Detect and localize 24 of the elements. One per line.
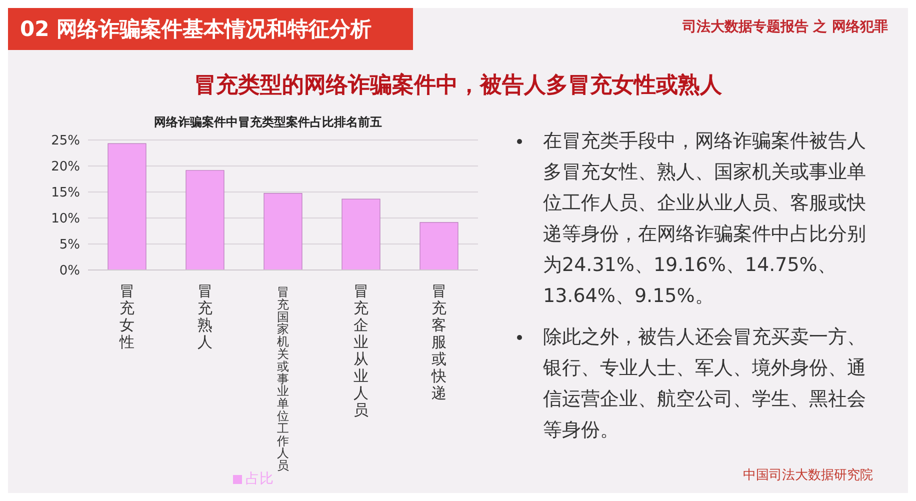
bar (342, 198, 380, 270)
category-label: 冒充国家机关或事业单位工作人员 (277, 285, 289, 473)
y-tick-label: 25% (51, 134, 80, 149)
text: 司法大数据专题报告 之 网络犯罪 (682, 18, 888, 36)
y-tick-label: 5% (59, 238, 80, 253)
x-tick-label: 冒充企业从业人员 (354, 282, 368, 419)
text: 02 网络诈骗案件基本情况和特征分析 (8, 8, 413, 50)
x-tick-label: 冒充熟人 (198, 282, 212, 351)
chart-subtitle: 冒充类型的网络诈骗案件中，被告人多冒充女性或熟人 (193, 72, 723, 100)
x-tick-label: 冒充客服或快递 (430, 282, 446, 402)
legend-label: 占比 (246, 471, 274, 487)
bar (186, 170, 224, 270)
bar (108, 143, 146, 270)
y-tick-label: 15% (51, 186, 80, 201)
bar (420, 222, 458, 270)
y-tick-label: 20% (51, 160, 80, 175)
y-tick-label: 0% (59, 264, 80, 279)
bar (264, 193, 302, 270)
y-tick-label: 10% (51, 212, 80, 227)
x-tick-label: 冒充女性 (118, 282, 134, 351)
text: 除此之外，被告人还会冒充买卖一方、银行、专业人士、军人、境外身份、通信运营企业、航空公司、学生、黑社会等身份。 (543, 325, 867, 443)
chart-title: 网络诈骗案件中冒充类型案件占比排名前五 (153, 114, 383, 131)
text: 在冒充类手段中，网络诈骗案件被告人多冒充女性、熟人、国家机关或事业单位工作人员、企业从业人员、客服或快递等身份，在网络诈骗案件中占比分别为24.31%、19.16%、14.75%、13.64%、9.15%。 (543, 129, 867, 309)
text: 中国司法大数据研究院 (743, 467, 873, 484)
